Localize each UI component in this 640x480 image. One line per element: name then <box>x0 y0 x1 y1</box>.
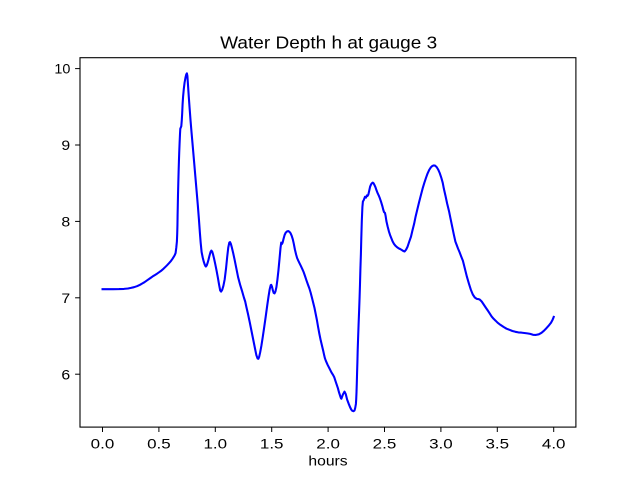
svg-text:3.5: 3.5 <box>486 436 510 452</box>
svg-text:1.5: 1.5 <box>260 436 284 452</box>
svg-text:9: 9 <box>61 138 70 154</box>
svg-text:3.0: 3.0 <box>429 436 453 452</box>
svg-text:10: 10 <box>54 62 70 78</box>
svg-text:7: 7 <box>61 291 70 307</box>
svg-text:4.0: 4.0 <box>542 436 566 452</box>
svg-text:hours: hours <box>308 454 347 470</box>
svg-text:2.5: 2.5 <box>373 436 397 452</box>
svg-text:0.5: 0.5 <box>147 436 171 452</box>
svg-text:1.0: 1.0 <box>204 436 228 452</box>
svg-text:0.0: 0.0 <box>91 436 115 452</box>
svg-text:8: 8 <box>61 215 70 231</box>
svg-text:6: 6 <box>61 367 70 383</box>
svg-text:2.0: 2.0 <box>316 436 340 452</box>
svg-text:Water Depth h at gauge 3: Water Depth h at gauge 3 <box>220 32 437 52</box>
